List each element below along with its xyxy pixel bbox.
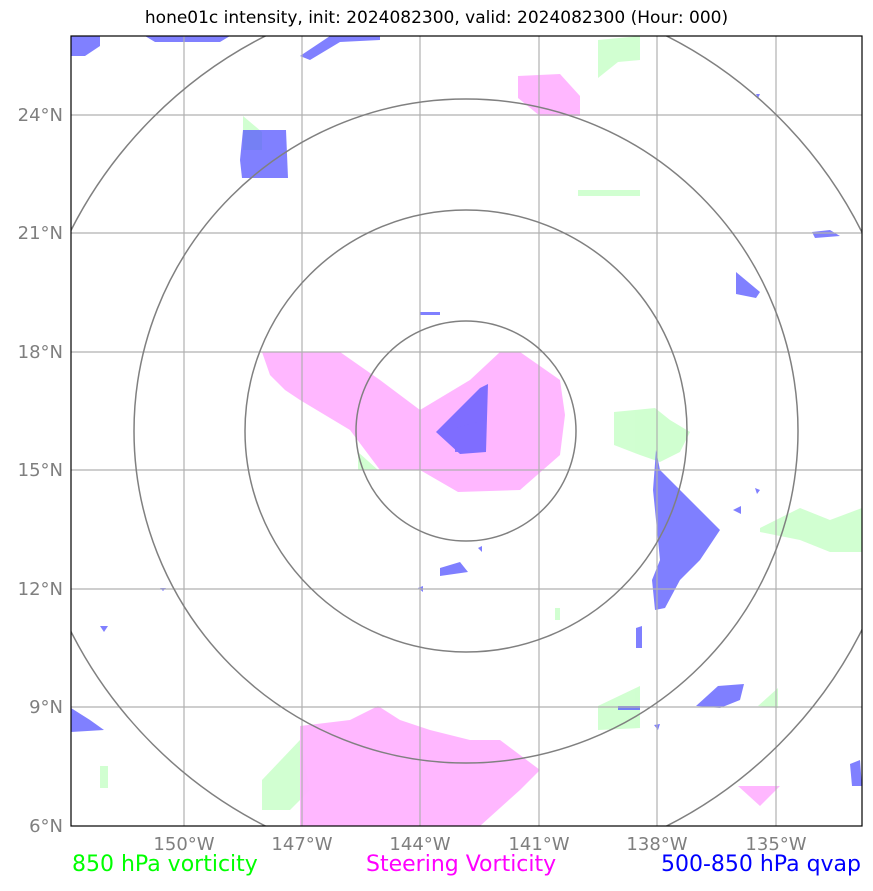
plot-frame [70,35,863,827]
lat-tick-label: 12°N [18,579,63,600]
lat-tick-label: 18°N [18,342,63,363]
legend-steering-vorticity: Steering Vorticity [366,852,557,877]
lon-tick-label: 150°W [153,834,214,855]
range-ring-2 [244,209,688,653]
lon-tick-label: 135°W [745,834,806,855]
lon-tick-label: 147°W [271,834,332,855]
lat-tick-label: 24°N [18,105,63,126]
qvap-field [71,36,862,786]
lon-tick-label: 141°W [508,834,569,855]
range-rings [71,36,862,826]
lon-tick-label: 144°W [389,834,450,855]
lat-tick-label: 6°N [29,816,63,837]
map-title: hone01c intensity, init: 2024082300, val… [144,8,729,28]
legend-850-vorticity: 850 hPa vorticity [72,852,258,877]
lon-tick-label: 138°W [626,834,687,855]
vort850-field [100,36,862,810]
legend-qvap: 500-850 hPa qvap [660,852,861,877]
lat-tick-label: 15°N [18,460,63,481]
range-ring-3 [133,98,799,764]
steering-field [262,74,780,826]
lon-tick-labels: 150°W 147°W 144°W 141°W 138°W 135°W [153,834,806,855]
range-ring-1 [355,320,577,542]
lat-tick-label: 9°N [29,697,63,718]
graticule [71,36,862,826]
lat-tick-labels: 24°N 21°N 18°N 15°N 12°N 9°N 6°N [18,105,63,837]
lat-tick-label: 21°N [18,223,63,244]
